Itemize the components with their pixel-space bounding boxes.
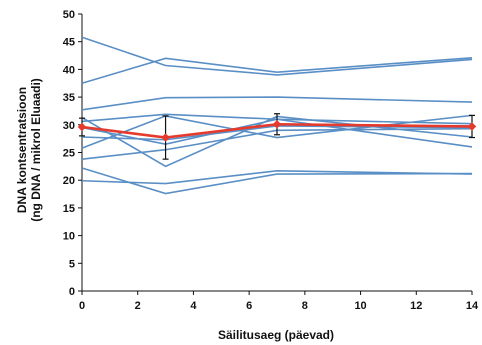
sample-series-line [81, 56, 473, 85]
sample-series-line [81, 169, 473, 185]
x-axis-title: Säilitusaeg (päevad) [218, 328, 334, 342]
x-tick-label: 8 [302, 300, 308, 312]
y-tick-label: 45 [63, 37, 75, 49]
y-axis-title: DNA kontsentratsioon (ng DNA / mikrol El… [15, 78, 43, 222]
y-axis-title-line2: (ng DNA / mikrol Eluaadi) [29, 78, 43, 222]
y-tick-label: 10 [63, 231, 75, 243]
sample-series-line [81, 113, 473, 125]
x-tick-label: 4 [190, 300, 197, 312]
mean-point-marker [77, 122, 87, 132]
y-tick-label: 0 [69, 286, 75, 298]
sample-series-line [81, 127, 473, 160]
x-tick-label: 0 [79, 300, 85, 312]
y-tick-label: 15 [63, 203, 75, 215]
x-tick-label: 6 [246, 300, 252, 312]
x-tick-label: 2 [135, 300, 141, 312]
y-axis-ticks: 0 5 10 15 20 25 30 35 40 45 50 [63, 9, 82, 298]
mean-point-marker [467, 122, 477, 131]
sample-series-line [81, 96, 473, 111]
x-axis-ticks: 0 2 4 6 8 10 12 14 [79, 291, 479, 312]
x-tick-label: 14 [466, 300, 479, 312]
mean-point-marker [161, 133, 170, 142]
y-axis-title-line1: DNA kontsentratsioon [15, 87, 29, 213]
mean-series [77, 113, 477, 160]
y-tick-label: 50 [63, 9, 75, 21]
mean-series-line [81, 122, 473, 139]
y-tick-label: 25 [63, 148, 75, 160]
mean-point-marker [272, 120, 282, 129]
y-tick-label: 30 [63, 120, 75, 132]
y-tick-label: 40 [63, 64, 75, 76]
sample-series-line [81, 36, 473, 76]
sample-series-line [81, 167, 473, 195]
y-tick-label: 35 [63, 92, 75, 104]
y-tick-label: 20 [63, 175, 75, 187]
x-tick-label: 12 [410, 300, 422, 312]
y-tick-label: 5 [69, 258, 75, 270]
x-tick-label: 10 [354, 300, 366, 312]
